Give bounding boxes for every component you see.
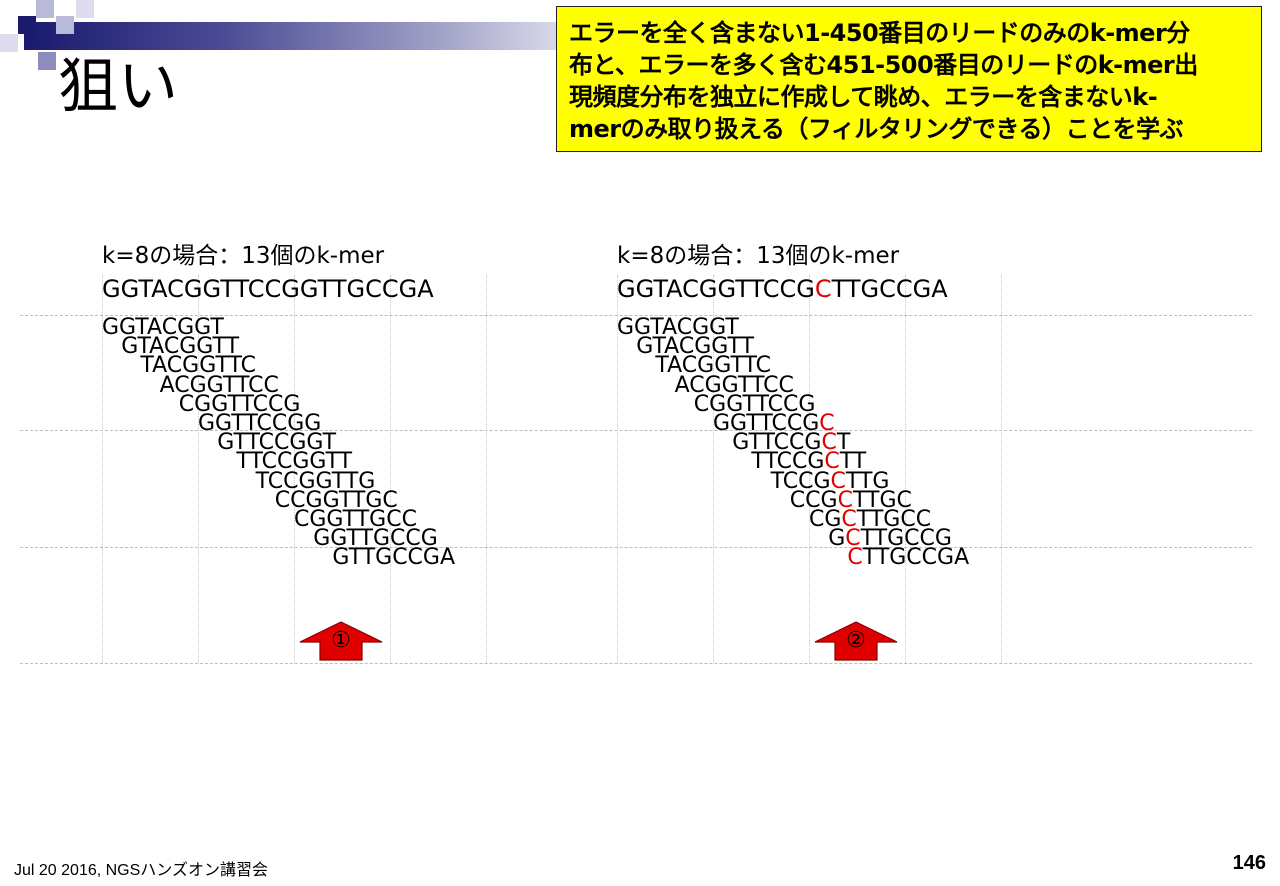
- kmer-row: ACGGTTCC: [159, 372, 279, 398]
- error-base: C: [837, 487, 853, 513]
- kmer-row: CCGGTTGC: [274, 487, 398, 513]
- grid-line: [20, 663, 1252, 664]
- header-decoration-square: [0, 34, 18, 52]
- kmer-row: CCGCTTGC: [789, 487, 912, 513]
- kmer-row: TACGGTTC: [140, 353, 257, 379]
- panel-2-heading: k=8の場合：13個のk-mer: [617, 243, 900, 269]
- kmer-row: CTTGCCGA: [847, 545, 970, 571]
- panel-1-sequence: GGTACGGTTCCGGTTGCCGA: [102, 275, 434, 303]
- kmer-row: CGGTTCCG: [178, 391, 301, 417]
- header-decoration-square: [36, 0, 54, 18]
- kmer-row: GGTTCCGC: [713, 411, 835, 436]
- footer-text: Jul 20 2016, NGSハンズオン講習会: [14, 862, 268, 879]
- header-decoration-square: [18, 16, 36, 34]
- kmer-row: TCCGGTTG: [255, 468, 376, 494]
- up-arrow-icon: [299, 621, 383, 661]
- kmer-row: TTCCGCTT: [751, 449, 867, 475]
- kmer-row: ACGGTTCC: [674, 372, 794, 398]
- grid-line: [390, 275, 391, 663]
- grid-line: [294, 275, 295, 663]
- grid-line: [486, 275, 487, 663]
- error-base: C: [845, 526, 861, 552]
- kmer-row: GCTTGCCG: [828, 526, 952, 552]
- kmer-row: GGTTGCCG: [313, 526, 438, 552]
- kmer-row: CGGTTGCC: [294, 507, 417, 532]
- header-decoration-square: [38, 52, 56, 70]
- panel-2-sequence: GGTACGGTTCCGCTTGCCGA: [617, 275, 948, 303]
- error-base: C: [821, 430, 837, 456]
- grid-line: [713, 275, 714, 663]
- kmer-row: TCCGCTTG: [770, 468, 890, 494]
- error-base: C: [830, 468, 846, 494]
- grid-line: [809, 275, 810, 663]
- error-base: C: [814, 275, 832, 303]
- grid-line: [20, 547, 1252, 548]
- slide-title: 狙い: [58, 52, 178, 122]
- up-arrow-icon: [814, 621, 898, 661]
- kmer-row: TTCCGGTT: [236, 449, 353, 475]
- page-number: 146: [1232, 852, 1266, 874]
- error-base: C: [847, 545, 863, 571]
- arrow-label: ②: [846, 628, 866, 653]
- kmer-row: GTTCCGCT: [732, 430, 851, 456]
- header-decoration-square: [76, 0, 94, 18]
- kmer-row: CGCTTGCC: [809, 507, 932, 532]
- kmer-row: GTACGGTT: [121, 334, 240, 360]
- grid-line: [20, 430, 1252, 431]
- kmer-row: GTACGGTT: [636, 334, 755, 360]
- grid-line: [1001, 275, 1002, 663]
- header-gradient-bar: [24, 22, 584, 50]
- header-decoration-square: [56, 16, 74, 34]
- kmer-row: TACGGTTC: [655, 353, 772, 379]
- grid-line: [20, 315, 1252, 316]
- panel-1-heading: k=8の場合：13個のk-mer: [102, 243, 385, 269]
- error-base: C: [824, 449, 840, 475]
- error-base: C: [841, 507, 857, 532]
- kmer-row: GGTACGGT: [102, 315, 224, 340]
- kmer-row: GGTACGGT: [617, 315, 739, 340]
- kmer-row: CGGTTCCG: [693, 391, 816, 417]
- grid-line: [102, 275, 103, 663]
- error-base: C: [819, 411, 835, 436]
- objective-note-box: エラーを全く含まない1-450番目のリードのみのk-mer分 布と、エラーを多く…: [556, 6, 1262, 152]
- grid-line: [617, 275, 618, 663]
- kmer-row: GGTTCCGG: [198, 411, 322, 436]
- grid-line: [198, 275, 199, 663]
- grid-line: [905, 275, 906, 663]
- kmer-row: GTTCCGGT: [217, 430, 337, 456]
- arrow-label: ①: [331, 628, 351, 653]
- kmer-row: GTTGCCGA: [332, 545, 456, 571]
